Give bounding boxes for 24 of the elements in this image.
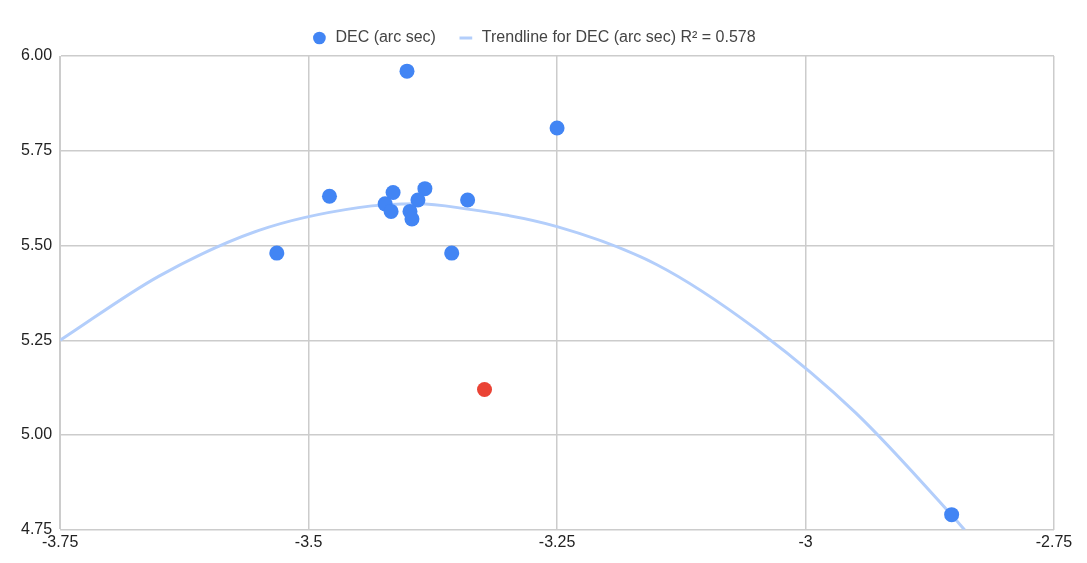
point	[385, 184, 401, 200]
x-tick-label: -3	[798, 532, 813, 550]
x-tick-label: -2.75	[1035, 532, 1073, 550]
legend-label: DEC (arc sec)	[335, 28, 436, 46]
y-tick-label: 5.25	[21, 330, 53, 348]
point	[549, 120, 565, 136]
y-tick-label: 5.75	[21, 141, 53, 159]
y-tick-label: 5.00	[21, 425, 53, 443]
point	[321, 188, 337, 204]
legend-label: Trendline for DEC (arc sec) R² = 0.578	[481, 28, 756, 46]
point	[269, 245, 285, 261]
x-tick-label: -3.5	[294, 532, 323, 550]
point	[410, 192, 426, 208]
point	[944, 507, 960, 523]
y-tick-label: 5.50	[21, 235, 53, 253]
point	[399, 63, 415, 79]
point	[383, 203, 399, 219]
point	[417, 181, 433, 197]
point	[444, 245, 460, 261]
point	[404, 211, 420, 227]
y-tick-label: 6.00	[21, 46, 53, 64]
point	[460, 192, 476, 208]
x-tick-label: -3.25	[538, 532, 576, 550]
point	[477, 382, 493, 398]
